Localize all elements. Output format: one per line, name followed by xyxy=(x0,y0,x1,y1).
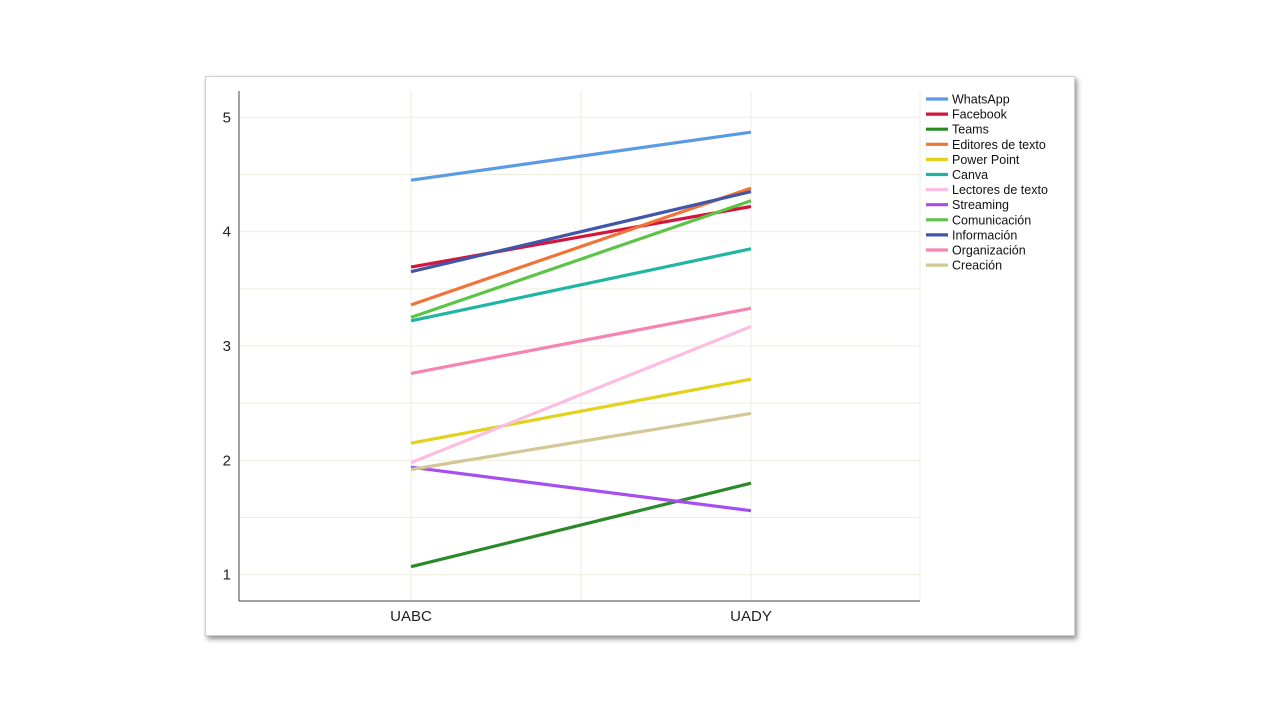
legend-label: Comunicación xyxy=(952,213,1031,227)
series-line xyxy=(410,186,752,307)
line-chart: 1 2 3 4 5 UABC UADY WhatsAppFacebookTeamsEdito… xyxy=(223,91,1048,625)
grid xyxy=(239,91,921,601)
axes xyxy=(238,91,920,602)
legend-label: Organización xyxy=(952,244,1026,258)
legend-label: Editores de texto xyxy=(952,138,1046,152)
legend-label: Lectores de texto xyxy=(952,183,1048,197)
y-tick-label: 2 xyxy=(223,452,231,469)
series-lines xyxy=(410,130,752,569)
legend-label: Teams xyxy=(952,123,989,137)
series-line xyxy=(410,190,752,274)
legend-label: Streaming xyxy=(952,198,1009,212)
y-tick-label: 1 xyxy=(223,567,231,584)
y-tick-label: 4 xyxy=(223,224,231,241)
legend-label: Facebook xyxy=(952,108,1008,122)
series-line xyxy=(410,481,752,569)
legend-label: Información xyxy=(952,228,1017,242)
y-tick-label: 3 xyxy=(223,338,231,355)
legend-label: Power Point xyxy=(952,153,1020,167)
chart-frame: 1 2 3 4 5 UABC UADY WhatsApp Facebook Teams Edito… xyxy=(205,76,1075,636)
y-tick-label: 5 xyxy=(223,109,231,126)
series-line xyxy=(410,247,752,323)
legend-label: Creación xyxy=(952,259,1002,273)
series-line xyxy=(410,411,752,472)
legend-label: WhatsApp xyxy=(952,93,1010,107)
series-line xyxy=(410,199,752,319)
series-line xyxy=(410,325,752,465)
series-line xyxy=(410,306,752,376)
series-line xyxy=(410,130,752,182)
x-tick-label: UADY xyxy=(730,608,772,625)
series-line xyxy=(410,377,752,445)
x-tick-label: UABC xyxy=(390,608,432,625)
series-line xyxy=(410,465,752,513)
tick-labels: 1 2 3 4 5 UABC UADY xyxy=(223,109,772,625)
legend-label: Canva xyxy=(952,168,988,182)
